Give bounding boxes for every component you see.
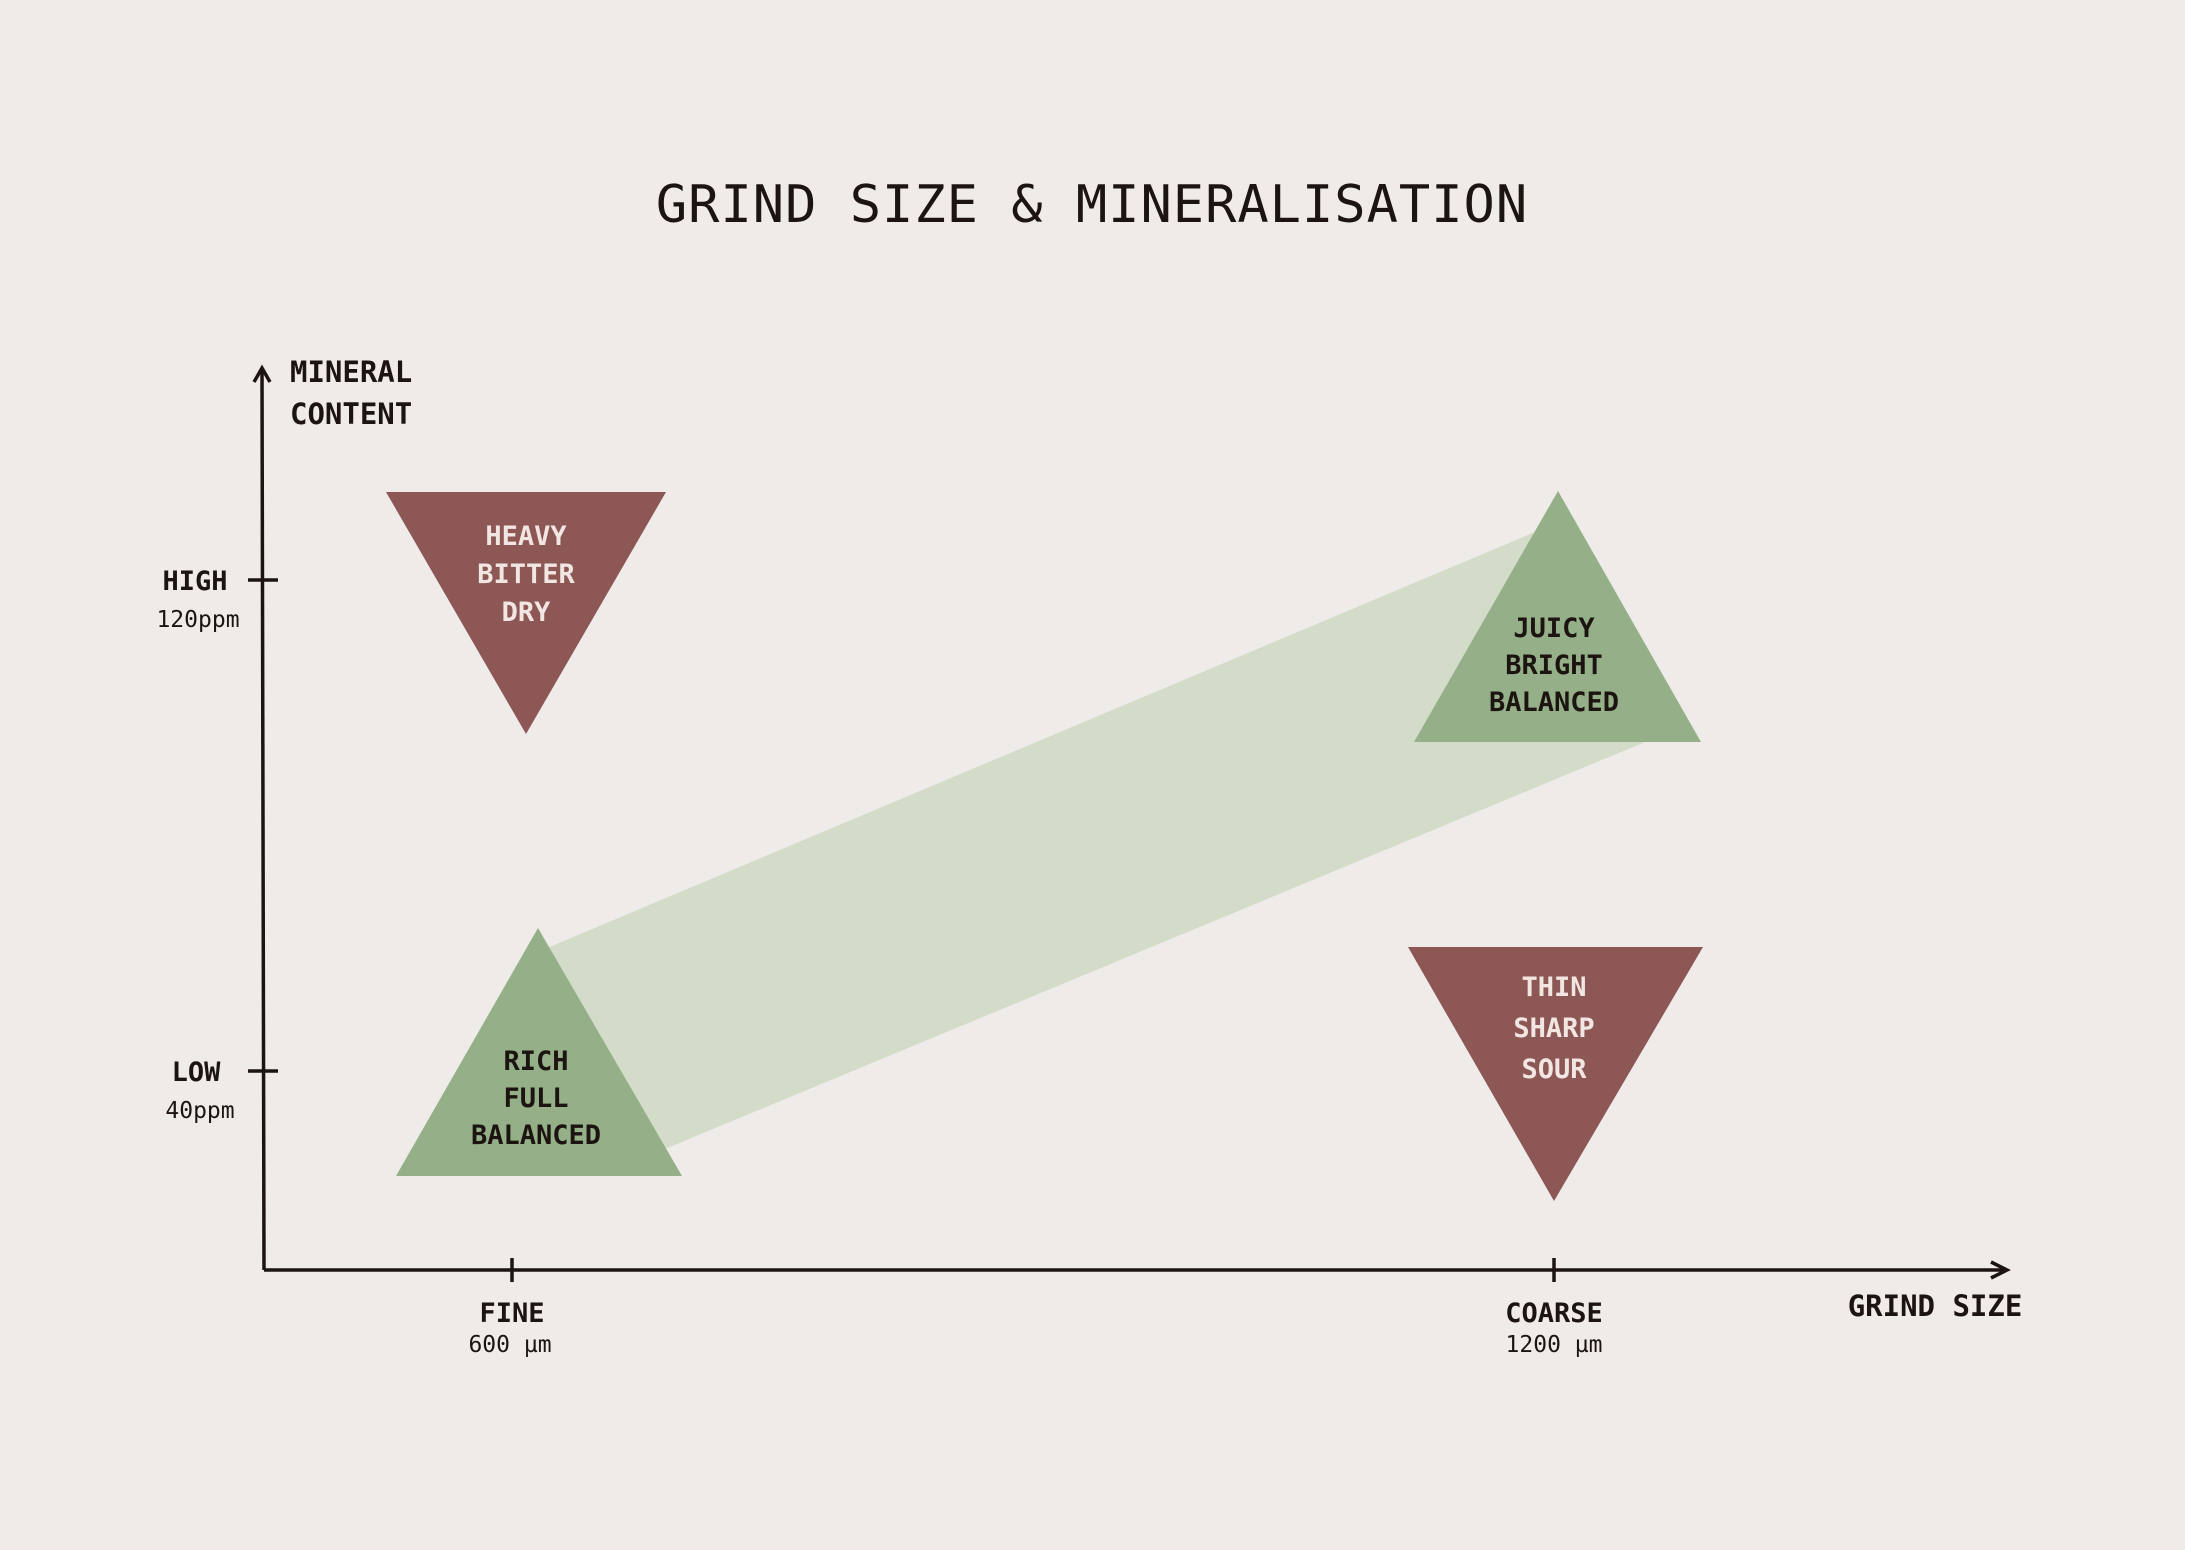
diagram-title: GRIND SIZE & MINERALISATION [656,175,1528,235]
zone-label-line: DRY [502,597,552,628]
y-tick-low-label: LOW [172,1057,222,1088]
zone-triangle [1408,947,1703,1201]
zone-label-line: FULL [503,1083,568,1114]
zone-label-line: BALANCED [1489,687,1619,718]
zone-heavy-bitter-dry: HEAVY BITTER DRY [386,492,666,734]
zone-triangle [1414,491,1701,742]
y-axis-title-line-1: MINERAL [290,355,412,389]
balanced-band [540,527,1650,1151]
zone-label-line: BRIGHT [1505,650,1603,681]
zone-label-line: BALANCED [471,1120,601,1151]
x-tick-fine-label: FINE [479,1298,544,1329]
zone-label-line: RICH [503,1046,568,1077]
y-tick-high-label: HIGH [162,566,227,597]
x-tick-coarse-value: 1200 µm [1506,1332,1603,1358]
x-tick-coarse-label: COARSE [1505,1298,1603,1329]
zone-label-line: SHARP [1513,1013,1594,1044]
x-tick-fine-value: 600 µm [468,1332,551,1358]
zone-triangle [386,492,666,734]
zone-thin-sharp-sour: THIN SHARP SOUR [1408,947,1703,1201]
zone-label-line: BITTER [477,559,575,590]
zone-label-line: THIN [1521,972,1586,1003]
zone-juicy-bright-balanced: JUICY BRIGHT BALANCED [1414,491,1701,742]
y-axis [252,364,272,1271]
y-tick-high-value: 120ppm [156,607,239,633]
zone-triangle [396,928,682,1176]
y-axis-title-line-2: CONTENT [290,397,412,431]
zone-rich-full-balanced: RICH FULL BALANCED [396,928,682,1176]
x-axis-title: GRIND SIZE [1848,1289,2023,1323]
zone-label-line: JUICY [1513,613,1595,644]
y-tick-low-value: 40ppm [165,1098,234,1124]
zone-label-line: SOUR [1521,1054,1587,1085]
x-axis [264,1260,2011,1280]
zone-label-line: HEAVY [485,521,567,552]
